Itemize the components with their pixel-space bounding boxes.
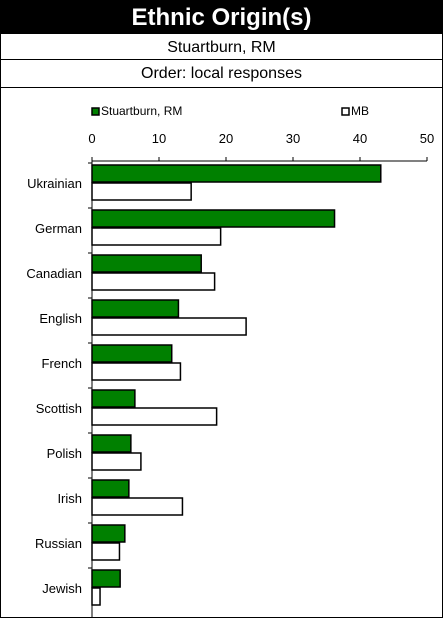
category-label: Ukrainian [27, 176, 82, 191]
bar-local [91, 389, 136, 408]
bar-province [91, 407, 218, 426]
legend-swatch [341, 107, 350, 116]
bar-local [91, 479, 130, 498]
category-label: Jewish [42, 581, 82, 596]
bar-province [91, 317, 247, 336]
x-tick-label: 10 [152, 131, 166, 146]
bar-local [91, 299, 180, 318]
bar-province [91, 362, 182, 381]
bar-province [91, 497, 184, 516]
chart-subtitle-place: Stuartburn, RM [1, 37, 442, 60]
chart-title: Ethnic Origin(s) [1, 1, 442, 34]
bar-local [91, 344, 173, 363]
bar-local [91, 524, 126, 543]
bar-province [91, 182, 192, 201]
bar-local [91, 434, 132, 453]
x-tick-label: 30 [286, 131, 300, 146]
legend-swatch [91, 107, 100, 116]
bar-province [91, 227, 222, 246]
category-label: French [42, 356, 82, 371]
bar-local [91, 569, 121, 588]
category-label: Scottish [36, 401, 82, 416]
category-label: Irish [57, 491, 82, 506]
chart-subtitle-order: Order: local responses [1, 61, 442, 88]
x-tick-label: 20 [219, 131, 233, 146]
bar-local [91, 209, 336, 228]
bars [91, 164, 382, 606]
legend-label: MB [351, 104, 369, 118]
category-labels: Ukrainian German Canadian English French Scot… [26, 176, 82, 596]
bar-local [91, 254, 202, 273]
bar-province [91, 452, 142, 471]
category-label: Polish [47, 446, 82, 461]
category-label: Canadian [26, 266, 82, 281]
bar-province [91, 542, 121, 561]
category-label: English [39, 311, 82, 326]
bar-local [91, 164, 382, 183]
x-tick-label: 50 [420, 131, 434, 146]
category-label: Russian [35, 536, 82, 551]
category-label: German [35, 221, 82, 236]
bar-province [91, 587, 101, 606]
legend-label: Stuartburn, RM [101, 104, 182, 118]
bar-province [91, 272, 216, 291]
legend: Stuartburn, RM MB [91, 104, 369, 118]
x-tick-label: 0 [88, 131, 95, 146]
x-tick-label: 40 [353, 131, 367, 146]
